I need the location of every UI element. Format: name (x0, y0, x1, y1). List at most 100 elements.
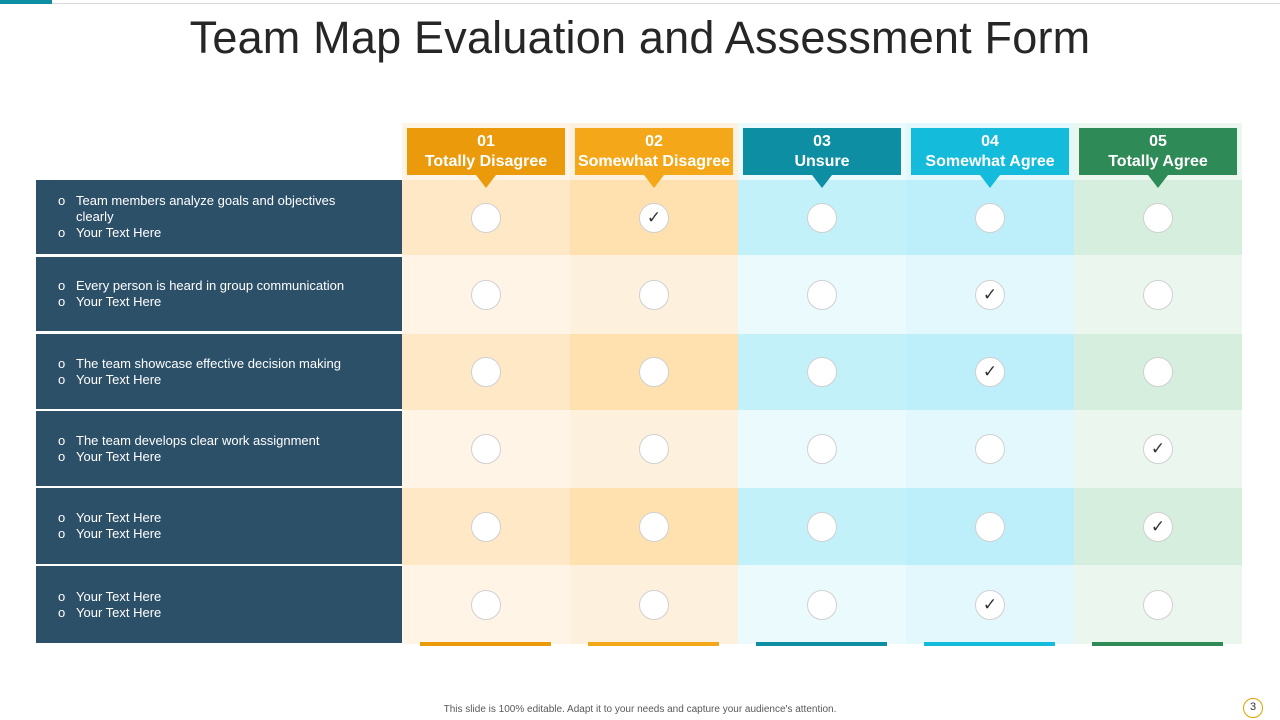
criteria-text: o Every person is heard in group communic… (58, 278, 362, 294)
rating-radio[interactable] (639, 511, 669, 542)
column-header-01: 01 Totally Disagree (407, 128, 565, 188)
criteria-text: o Your Text Here (58, 294, 362, 310)
column-bottom-bar (756, 642, 887, 646)
criteria-line: Your Text Here (76, 604, 162, 620)
column-number: 05 (1149, 133, 1167, 150)
column-bottom-bar (420, 642, 551, 646)
rating-radio[interactable]: ✓ (975, 357, 1005, 387)
rating-radio[interactable] (975, 202, 1005, 233)
rating-radio[interactable] (1143, 357, 1173, 387)
bullet-icon: o (58, 510, 66, 525)
criteria-line: Every person is heard in group communica… (76, 278, 345, 293)
rating-radio[interactable]: ✓ (1143, 511, 1173, 542)
column-label: Unsure (794, 153, 850, 170)
bullet-icon: o (58, 526, 66, 541)
rating-radio[interactable] (1143, 279, 1173, 310)
criteria-text: o Your Text Here (58, 589, 362, 605)
bullet-icon: o (58, 448, 66, 464)
criteria-text: o The team develops clear work assignment (58, 432, 362, 449)
criteria-line: The team showcase effective decision mak… (76, 355, 341, 371)
criteria-line: The team develops clear work assignment (76, 432, 320, 448)
check-icon: ✓ (1150, 439, 1166, 458)
rating-radio[interactable] (471, 511, 501, 542)
rating-radio[interactable]: ✓ (975, 590, 1005, 620)
criteria-text: o Team members analyze goals and objectiv… (58, 193, 362, 225)
criteria-text: o Your Text Here (58, 604, 362, 621)
rating-radio[interactable] (807, 357, 837, 387)
column-header-05: 05 Totally Agree (1079, 128, 1237, 188)
criteria-text: o Your Text Here (58, 448, 362, 465)
rating-radio[interactable] (1143, 202, 1173, 233)
rating-radio[interactable] (639, 434, 669, 464)
bullet-icon: o (58, 588, 66, 604)
column-number: 03 (813, 133, 831, 150)
rating-radio[interactable] (471, 279, 501, 310)
header-pointer (1148, 175, 1168, 188)
criteria-row: o Your Text Here o Your Text Here (36, 488, 402, 564)
rating-radio[interactable] (975, 434, 1005, 464)
criteria-line: Your Text Here (76, 448, 162, 464)
check-icon: ✓ (982, 595, 998, 614)
rating-radio[interactable] (807, 434, 837, 464)
column-number: 04 (981, 133, 999, 150)
column-number: 02 (645, 133, 663, 150)
rating-radio[interactable] (807, 590, 837, 620)
criteria-row: o Your Text Here o Your Text Here (36, 566, 402, 643)
rating-radio[interactable] (639, 357, 669, 387)
rating-radio[interactable] (807, 511, 837, 542)
criteria-row: o Every person is heard in group communic… (36, 257, 402, 331)
criteria-text: o The team showcase effective decision ma… (58, 355, 362, 372)
criteria-text: o Your Text Here (58, 225, 362, 241)
column-label: Totally Disagree (424, 153, 548, 170)
column-label: Somewhat Agree (925, 153, 1055, 170)
rating-radio[interactable] (807, 202, 837, 233)
rating-radio[interactable]: ✓ (975, 279, 1005, 310)
rating-radio[interactable] (471, 434, 501, 464)
check-icon: ✓ (982, 284, 998, 304)
criteria-line: Your Text Here (76, 225, 162, 240)
rating-radio[interactable]: ✓ (639, 202, 669, 233)
column-number: 01 (477, 133, 495, 150)
rating-radio[interactable] (471, 590, 501, 620)
column-bottom-bar (924, 642, 1055, 646)
column-label: Somewhat Disagree (577, 153, 731, 170)
criteria-line: Your Text Here (76, 510, 162, 525)
rating-radio[interactable] (639, 279, 669, 310)
page-title: Team Map Evaluation and Assessment Form (189, 12, 1091, 63)
bullet-icon: o (58, 355, 66, 371)
criteria-line: Team members analyze goals and objective… (76, 193, 336, 224)
bullet-icon: o (58, 432, 66, 448)
accent-bar (0, 0, 52, 4)
rating-radio[interactable] (471, 357, 501, 387)
rating-radio[interactable]: ✓ (1143, 434, 1173, 464)
header-pointer (812, 175, 832, 188)
bullet-icon: o (58, 225, 66, 240)
bullet-icon: o (58, 371, 66, 387)
header-pointer (644, 175, 664, 188)
page-number: 3 (1243, 698, 1263, 718)
bullet-icon: o (58, 294, 66, 309)
criteria-line: Your Text Here (76, 294, 162, 309)
criteria-row: o The team showcase effective decision ma… (36, 334, 402, 409)
rating-radio[interactable] (1143, 590, 1173, 620)
criteria-line: Your Text Here (76, 371, 162, 387)
criteria-text: o Your Text Here (58, 526, 362, 542)
rating-radio[interactable] (471, 202, 501, 233)
criteria-row: o Team members analyze goals and objectiv… (36, 180, 402, 254)
rating-radio[interactable] (639, 590, 669, 620)
rating-radio[interactable] (807, 279, 837, 310)
check-icon: ✓ (982, 362, 998, 381)
bullet-icon: o (58, 604, 66, 620)
header-pointer (476, 175, 496, 188)
column-bottom-bar (588, 642, 719, 646)
column-header-04: 04 Somewhat Agree (911, 128, 1069, 188)
footer-note: This slide is 100% editable. Adapt it to… (443, 704, 837, 715)
check-icon: ✓ (646, 207, 662, 227)
column-header-03: 03 Unsure (743, 128, 901, 188)
header-pointer (980, 175, 1000, 188)
rating-radio[interactable] (975, 511, 1005, 542)
column-label: Totally Agree (1108, 153, 1208, 170)
check-icon: ✓ (1150, 516, 1166, 536)
criteria-text: o Your Text Here (58, 510, 362, 526)
bullet-icon: o (58, 278, 66, 293)
